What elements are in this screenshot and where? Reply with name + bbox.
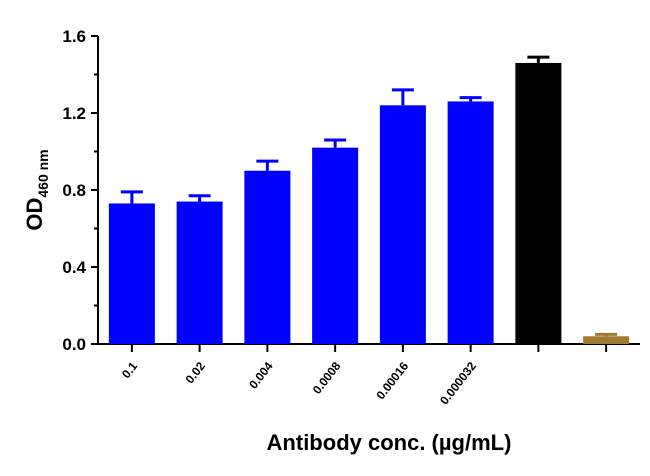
y-axis-label-subscript: 460 nm <box>35 149 51 197</box>
x-axis: 0.1 0.02 0.004 0.0008 0.00016 0.000032 <box>98 343 640 407</box>
x-tick-label: 0.00016 <box>373 359 411 402</box>
bar <box>447 101 494 344</box>
bar <box>108 203 155 344</box>
y-axis: 0.0 0.4 0.8 1.2 1.6 <box>62 27 99 354</box>
x-ticks: 0.1 0.02 0.004 0.0008 0.00016 0.000032 <box>119 344 608 407</box>
y-tick-label: 1.2 <box>62 104 86 123</box>
bar <box>379 105 426 344</box>
y-tick-label: 0.0 <box>62 335 86 354</box>
bar <box>312 147 359 344</box>
y-axis-label: OD460 nm <box>22 149 51 230</box>
x-tick-label: 0.000032 <box>437 359 479 407</box>
x-tick-label: 0.004 <box>246 359 276 392</box>
x-axis-label: Antibody conc. (µg/mL) <box>267 430 512 455</box>
x-tick-label: 0.02 <box>183 359 209 386</box>
x-tick-label: 0.1 <box>119 359 141 381</box>
y-ticks: 0.0 0.4 0.8 1.2 1.6 <box>62 27 98 354</box>
bar <box>583 336 630 344</box>
bar <box>515 62 562 344</box>
y-tick-label: 0.4 <box>62 258 86 277</box>
y-axis-label-main: OD <box>22 198 47 231</box>
bars <box>108 55 630 344</box>
bar <box>176 201 223 344</box>
x-tick-label: 0.0008 <box>310 359 344 397</box>
y-tick-label: 0.8 <box>62 181 86 200</box>
bar <box>244 170 291 344</box>
y-tick-label: 1.6 <box>62 27 86 46</box>
